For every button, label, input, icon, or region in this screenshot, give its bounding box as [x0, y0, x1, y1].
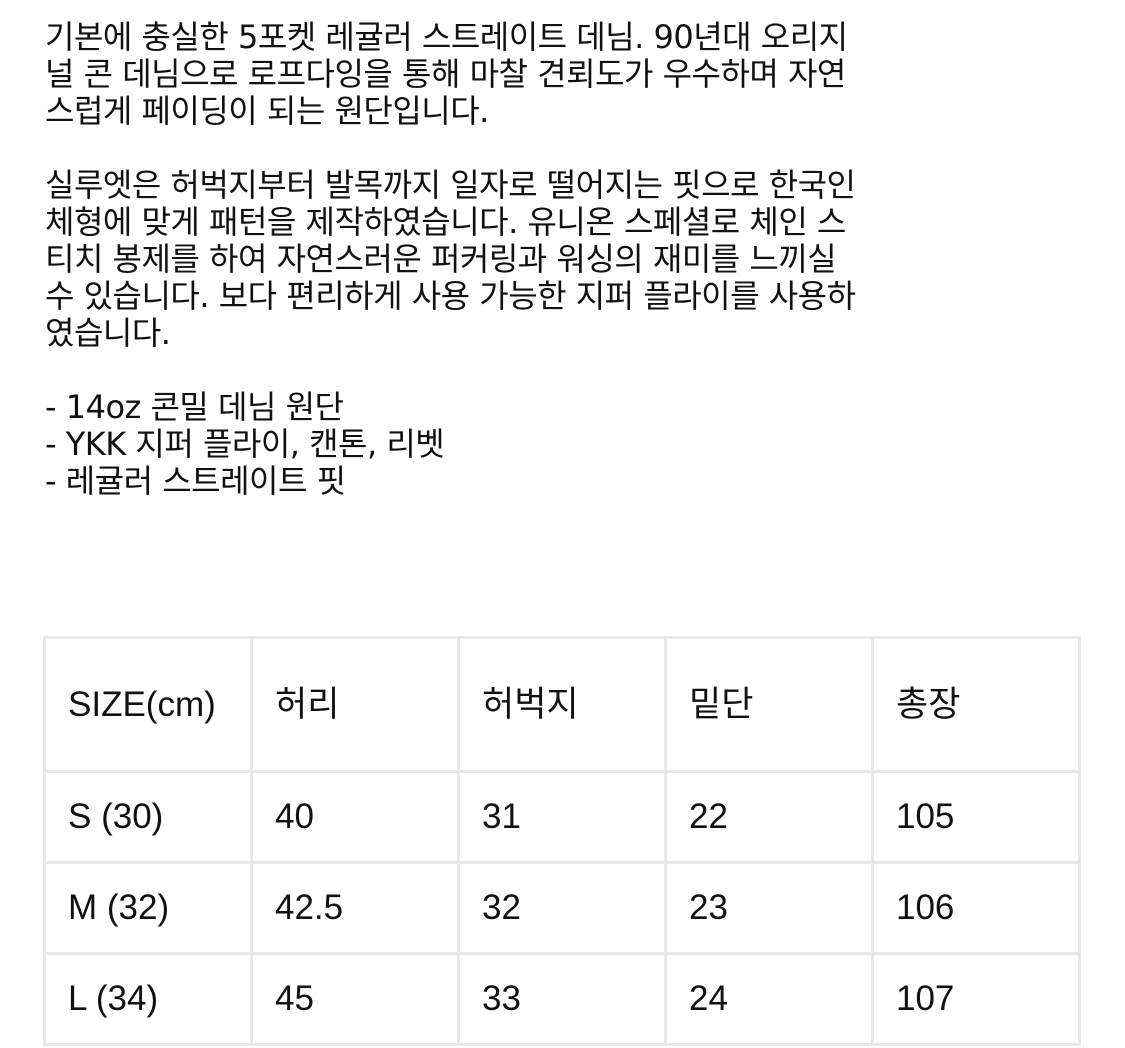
- header-size: SIZE(cm): [43, 636, 253, 773]
- cell: 32: [457, 861, 667, 955]
- cell: L (34): [43, 952, 253, 1046]
- text-line: 티치 봉제를 하여 자연스러운 퍼커링과 워싱의 재미를 느끼실: [45, 240, 837, 278]
- text-line: 기본에 충실한 5포켓 레귤러 스트레이트 데님. 90년대 오리지: [45, 18, 848, 56]
- table-row: L (34) 45 33 24 107: [43, 952, 1081, 1046]
- header-hem: 밑단: [664, 636, 874, 773]
- cell: 107: [871, 952, 1081, 1046]
- cell: 22: [664, 770, 874, 864]
- header-waist: 허리: [250, 636, 460, 773]
- cell: 31: [457, 770, 667, 864]
- cell: 105: [871, 770, 1081, 864]
- text-line: 수 있습니다. 보다 편리하게 사용 가능한 지퍼 플라이를 사용하: [45, 277, 856, 315]
- description-paragraph-fit: 실루엣은 허벅지부터 발목까지 일자로 떨어지는 핏으로 한국인 체형에 맞게 …: [45, 167, 1095, 352]
- text-line: 였습니다.: [45, 314, 171, 352]
- cell: 40: [250, 770, 460, 864]
- cell: M (32): [43, 861, 253, 955]
- header-length: 총장: [871, 636, 1081, 773]
- table-row: S (30) 40 31 22 105: [43, 770, 1081, 864]
- feature-list: - 14oz 콘밀 데님 원단 - YKK 지퍼 플라이, 캔톤, 리벳 - 레…: [45, 389, 1095, 500]
- cell: S (30): [43, 770, 253, 864]
- cell: 42.5: [250, 861, 460, 955]
- size-table: SIZE(cm) 허리 허벅지 밑단 총장 S (30) 40 31 22 10…: [43, 636, 1081, 1046]
- cell: 33: [457, 952, 667, 1046]
- header-thigh: 허벅지: [457, 636, 667, 773]
- product-description: 기본에 충실한 5포켓 레귤러 스트레이트 데님. 90년대 오리지 널 콘 데…: [45, 19, 1095, 537]
- cell: 24: [664, 952, 874, 1046]
- description-paragraph-fabric: 기본에 충실한 5포켓 레귤러 스트레이트 데님. 90년대 오리지 널 콘 데…: [45, 19, 1095, 130]
- feature-item: - 14oz 콘밀 데님 원단: [45, 388, 344, 426]
- cell: 106: [871, 861, 1081, 955]
- text-line: 스럽게 페이딩이 되는 원단입니다.: [45, 92, 489, 130]
- feature-item: - YKK 지퍼 플라이, 캔톤, 리벳: [45, 425, 445, 463]
- cell: 23: [664, 861, 874, 955]
- feature-item: - 레귤러 스트레이트 핏: [45, 462, 346, 500]
- header-size-text: SIZE(cm): [68, 684, 216, 724]
- text-line: 널 콘 데님으로 로프다잉을 통해 마찰 견뢰도가 우수하며 자연: [45, 55, 846, 93]
- table-row: M (32) 42.5 32 23 106: [43, 861, 1081, 955]
- text-line: 체형에 맞게 패턴을 제작하였습니다. 유니온 스페셜로 체인 스: [45, 203, 846, 241]
- text-line: 실루엣은 허벅지부터 발목까지 일자로 떨어지는 핏으로 한국인: [45, 166, 856, 204]
- cell: 45: [250, 952, 460, 1046]
- table-header-row: SIZE(cm) 허리 허벅지 밑단 총장: [43, 636, 1081, 773]
